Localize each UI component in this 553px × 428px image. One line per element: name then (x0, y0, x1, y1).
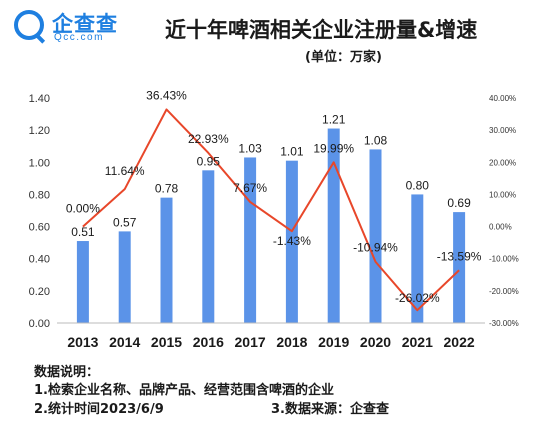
y-tick-label: 0.00 (29, 318, 50, 330)
y-tick-label: 1.00 (29, 157, 50, 169)
bar (453, 212, 466, 323)
y2-tick-label: 20.00% (489, 158, 516, 167)
bar (411, 194, 424, 323)
note-line-3: 3.数据来源：企查查 (271, 402, 389, 417)
x-tick-label: 2016 (193, 334, 224, 350)
bar-value-label: 1.08 (364, 133, 388, 147)
x-tick-label: 2013 (67, 334, 98, 350)
y2-tick-label: 30.00% (489, 126, 516, 135)
y-tick-label: 1.20 (29, 125, 50, 137)
bar (285, 160, 298, 323)
y-tick-label: 1.40 (29, 93, 50, 105)
x-tick-label: 2015 (151, 334, 182, 350)
y2-tick-label: -20.00% (489, 287, 519, 296)
bar (76, 241, 89, 323)
bar (369, 149, 382, 323)
bar-value-label: 1.01 (280, 145, 304, 159)
notes-heading: 数据说明： (34, 365, 100, 380)
y2-tick-label: -30.00% (489, 319, 519, 328)
x-tick-label: 2021 (402, 334, 433, 350)
right-y-axis: 40.00% 30.00% 20.00% 10.00% 0.00% -10.00% -20.… (489, 94, 519, 328)
x-tick-label: 2014 (109, 334, 140, 350)
y2-tick-label: 40.00% (489, 94, 516, 103)
brand-name: 企查查 (52, 12, 118, 36)
y-tick-label: 0.80 (29, 189, 50, 201)
x-axis: 2013 2014 2015 2016 2017 2018 2019 2020 2021 2022 (57, 322, 485, 350)
bar-value-label: 0.78 (155, 182, 179, 196)
line-value-label: -26.02% (395, 291, 440, 305)
left-y-axis: 0.00 0.20 0.40 0.60 0.80 1.00 1.20 1.40 (29, 93, 50, 330)
bar (160, 197, 173, 323)
y2-tick-label: -10.00% (489, 255, 519, 264)
line-data-labels: 0.00% 11.64% 36.43% 22.93% 7.67% -1.43% 19.99%… (66, 88, 482, 305)
y2-tick-label: 10.00% (489, 190, 516, 199)
x-tick-label: 2018 (276, 334, 307, 350)
bar-value-label: 0.57 (113, 215, 137, 229)
bar-value-label: 1.03 (238, 141, 262, 155)
bar (327, 128, 340, 323)
line-value-label: 22.93% (188, 132, 229, 146)
growth-line-series (82, 108, 460, 312)
note-line-2: 2.统计时间2023/6/9 (34, 402, 164, 417)
line-value-label: 11.64% (105, 164, 145, 178)
line-value-label: 36.43% (146, 88, 187, 102)
brand-domain: Qcc.com (54, 32, 104, 43)
chart-title: 近十年啤酒相关企业注册量&增速 (165, 18, 478, 42)
growth-line (82, 108, 460, 312)
y-tick-label: 0.60 (29, 222, 50, 234)
bar (202, 170, 215, 323)
bar-value-label: 1.21 (322, 113, 346, 127)
line-value-label: -1.43% (273, 234, 311, 248)
y-tick-label: 0.20 (29, 286, 50, 298)
x-tick-label: 2017 (235, 334, 266, 350)
x-tick-label: 2019 (318, 334, 349, 350)
bar-value-label: 0.69 (447, 196, 471, 210)
line-value-label: -10.94% (353, 241, 398, 255)
bar-value-label: 0.95 (197, 154, 221, 168)
x-tick-label: 2022 (444, 334, 475, 350)
magnifier-logo-icon (14, 10, 44, 40)
bar-value-label: 0.80 (406, 178, 430, 192)
chart-subtitle: (单位：万家) (305, 50, 382, 65)
y2-tick-label: 0.00% (489, 223, 512, 232)
x-tick-label: 2020 (360, 334, 391, 350)
line-value-label: 19.99% (313, 141, 354, 155)
note-line-1: 1.检索企业名称、品牌产品、经营范围含啤酒的企业 (34, 383, 334, 398)
qcc-logo: 企查查 Qcc.com (14, 8, 134, 44)
line-value-label: 0.00% (66, 202, 100, 216)
bar (118, 231, 131, 323)
line-value-label: 7.67% (233, 181, 267, 195)
line-value-label: -13.59% (437, 249, 482, 263)
bar-value-label: 0.51 (71, 225, 95, 239)
y-tick-label: 0.40 (29, 254, 50, 266)
bar-data-labels: 0.51 0.57 0.78 0.95 1.03 1.01 1.21 1.08 0.80 0.69 (71, 113, 471, 240)
bar-series (76, 128, 466, 323)
